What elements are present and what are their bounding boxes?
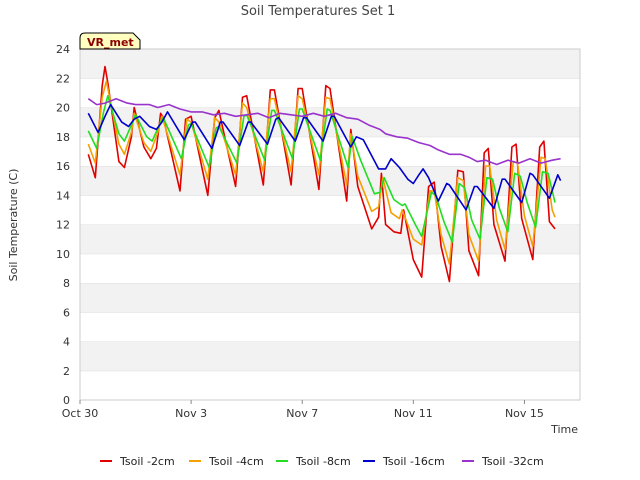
x-tick-label: Nov 11 (394, 407, 433, 420)
series-lines (87, 65, 562, 283)
legend-label: Tsoil -4cm (208, 455, 264, 468)
y-tick-label: 24 (56, 43, 70, 56)
site-badge: VR_met (79, 32, 141, 50)
site-badge-box (79, 32, 141, 50)
y-tick-label: 12 (56, 219, 70, 232)
legend-label: Tsoil -32cm (481, 455, 544, 468)
y-tick-label: 16 (56, 160, 70, 173)
x-tick-label: Oct 30 (62, 407, 99, 420)
y-tick-label: 6 (63, 306, 70, 319)
grid-band (80, 283, 580, 313)
y-tick-label: 14 (56, 189, 70, 202)
series-line-4 (87, 103, 562, 211)
site-badge-label: VR_met (87, 36, 134, 49)
y-tick-label: 2 (63, 365, 70, 378)
grid-bands (80, 48, 580, 400)
legend-label: Tsoil -2cm (119, 455, 175, 468)
y-tick-label: 10 (56, 248, 70, 261)
y-tick-label: 4 (63, 336, 70, 349)
y-tick-label: 22 (56, 72, 70, 85)
grid-band (80, 224, 580, 254)
x-tick-label: Nov 15 (505, 407, 544, 420)
y-tick-label: 18 (56, 131, 70, 144)
grid-band (80, 166, 580, 196)
grid-band (80, 195, 580, 225)
legend-label: Tsoil -8cm (295, 455, 351, 468)
series-line-2 (87, 80, 556, 265)
chart-title: Soil Temperatures Set 1 (241, 4, 396, 19)
y-tick-label: 0 (63, 394, 70, 407)
legend: Tsoil -2cm Tsoil -4cm Tsoil -8cm Tsoil -16c… (100, 455, 544, 468)
series-line-5 (87, 97, 561, 166)
y-axis-label: Soil Temperature (C) (7, 169, 20, 282)
grid-band (80, 312, 580, 342)
x-tick-label: Nov 3 (175, 407, 207, 420)
grid-band (80, 370, 580, 400)
plot-area (79, 48, 581, 401)
x-axis-label: Time (550, 423, 578, 436)
grid-band (80, 49, 580, 79)
x-tick-label: Nov 7 (286, 407, 318, 420)
grid-band (80, 341, 580, 371)
grid-band (80, 253, 580, 283)
grid-band (80, 136, 580, 166)
y-tick-label: 8 (63, 277, 70, 290)
legend-label: Tsoil -16cm (382, 455, 445, 468)
x-axis-ticks: Oct 30 Nov 3 Nov 7 Nov 11 Nov 15 (62, 400, 544, 420)
y-tick-label: 20 (56, 102, 70, 115)
